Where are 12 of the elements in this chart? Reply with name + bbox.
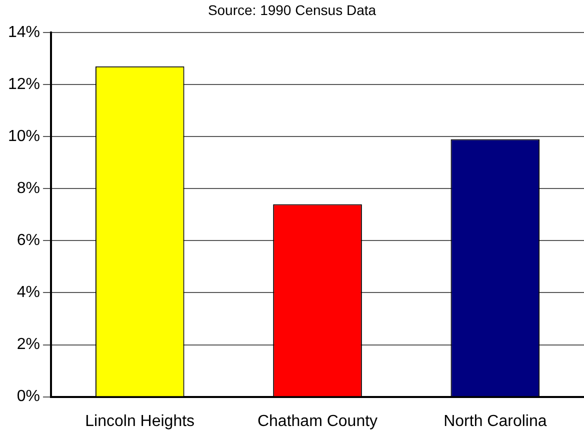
x-tick-label: North Carolina [444, 412, 547, 430]
y-tick-label: 12% [8, 76, 40, 94]
y-tick-label: 6% [16, 232, 40, 250]
source-note: Source: 1990 Census Data [206, 2, 378, 18]
y-tick-label: 8% [16, 180, 40, 198]
y-tick-label: 0% [16, 388, 40, 406]
y-tick-label: 14% [8, 24, 40, 42]
y-tick-label: 10% [8, 128, 40, 146]
x-tick-label: Lincoln Heights [85, 412, 195, 430]
y-tick-label: 2% [16, 336, 40, 354]
y-tick-label: 4% [16, 284, 40, 302]
x-tick-label: Chatham County [257, 412, 378, 430]
